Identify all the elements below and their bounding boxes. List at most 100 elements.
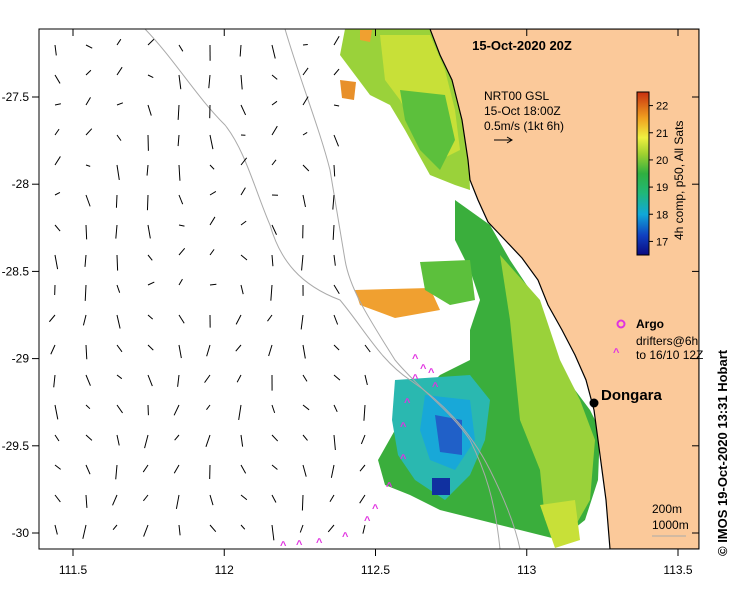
argo-marker-icon [616, 319, 626, 329]
sst-swath-north [340, 29, 470, 190]
current-vector [54, 404, 59, 420]
current-vector [240, 104, 247, 116]
argo-label: Argo [636, 317, 664, 331]
current-vector [85, 224, 88, 240]
current-vector [116, 374, 123, 380]
current-vector [271, 404, 276, 414]
current-vector [177, 374, 180, 387]
current-vector [240, 524, 246, 530]
current-vector [85, 128, 93, 136]
current-vector [329, 494, 335, 503]
plot-frame [38, 28, 700, 550]
current-vector [333, 284, 340, 295]
current-vector [85, 374, 91, 386]
current-vector [208, 74, 211, 89]
current-vector [82, 524, 87, 539]
current-vector [302, 164, 310, 172]
current-vector [333, 344, 340, 351]
current-vector [238, 404, 242, 420]
current-vector [333, 35, 340, 46]
drifter-legend: ^ drifters@6h to 16/10 12Z [613, 334, 703, 362]
current-vector [116, 344, 123, 353]
current-vector [240, 74, 243, 90]
current-vector [53, 374, 56, 388]
x-tick-label: 111.5 [59, 563, 88, 577]
current-vector [271, 159, 277, 166]
current-vector [209, 524, 217, 533]
current-vector [147, 74, 154, 79]
current-vector [115, 224, 118, 239]
current-vector [147, 254, 153, 261]
current-vector [178, 314, 185, 324]
current-vector [333, 134, 339, 147]
colorbar [636, 91, 650, 256]
current-vector [85, 404, 91, 410]
current-vector [54, 128, 60, 136]
current-vector [112, 524, 118, 531]
drifter-marker: ^ [420, 363, 427, 375]
current-vector [333, 164, 336, 177]
current-vector [209, 190, 217, 196]
drifter-marker: ^ [372, 503, 379, 515]
current-vector [82, 314, 87, 326]
current-vectors [48, 35, 371, 541]
current-vector [178, 194, 184, 205]
y-tick-label: -27.5 [2, 90, 30, 104]
current-vector [48, 314, 56, 323]
vector-model-label: NRT00 GSL [484, 89, 549, 103]
current-vector [85, 44, 93, 49]
current-vector [271, 224, 277, 235]
current-vector [240, 434, 244, 447]
colorbar-ticks: 22 21 20 19 18 17 [649, 101, 668, 248]
current-vector [50, 344, 56, 355]
current-vector [302, 344, 306, 359]
drifter-marker: ^ [428, 367, 435, 379]
drifter-marker: ^ [412, 353, 419, 365]
current-vector [333, 314, 339, 325]
current-vector [177, 104, 180, 120]
isobath-lines [144, 29, 521, 549]
colorbar-tick-label: 18 [656, 209, 668, 221]
x-tick-label: 113.5 [663, 563, 692, 577]
current-vector [54, 464, 61, 470]
current-vector [327, 524, 335, 533]
current-vector [84, 284, 87, 301]
current-vector [332, 194, 335, 210]
isobath-1000-label: 1000m [652, 518, 689, 532]
y-axis: -27.5 -28 -28.5 -29 -29.5 -30 [2, 90, 699, 540]
current-vector [209, 283, 217, 286]
current-vector [85, 97, 91, 106]
current-vector [271, 434, 279, 442]
current-vector [302, 96, 309, 106]
x-tick-label: 112 [215, 563, 234, 577]
colorbar-tick-label: 17 [656, 236, 668, 248]
current-vector [300, 314, 304, 330]
drifter-marker: ^ [280, 540, 287, 552]
current-vector [85, 69, 92, 76]
current-vector [302, 43, 308, 46]
current-vector [205, 434, 211, 447]
y-tick-label: -30 [12, 526, 30, 540]
drifter-marker: ^ [386, 481, 393, 493]
current-vector [54, 74, 61, 84]
current-vector [302, 434, 308, 441]
current-vector [302, 67, 309, 76]
current-vector [301, 494, 304, 511]
current-vector [178, 224, 185, 227]
current-vector [209, 134, 214, 150]
current-vector [271, 125, 278, 136]
current-vector [268, 344, 273, 357]
current-vector [85, 164, 91, 167]
current-vector [54, 254, 59, 270]
colorbar-tick-label: 21 [656, 128, 668, 140]
current-vector [240, 254, 248, 261]
drifter-marker: ^ [342, 531, 349, 543]
current-vector [178, 248, 186, 256]
current-vector [204, 374, 211, 383]
current-vector [178, 524, 181, 536]
current-vector [146, 164, 149, 176]
current-vector [173, 404, 180, 416]
current-vector [116, 38, 122, 46]
current-vector [115, 194, 118, 208]
